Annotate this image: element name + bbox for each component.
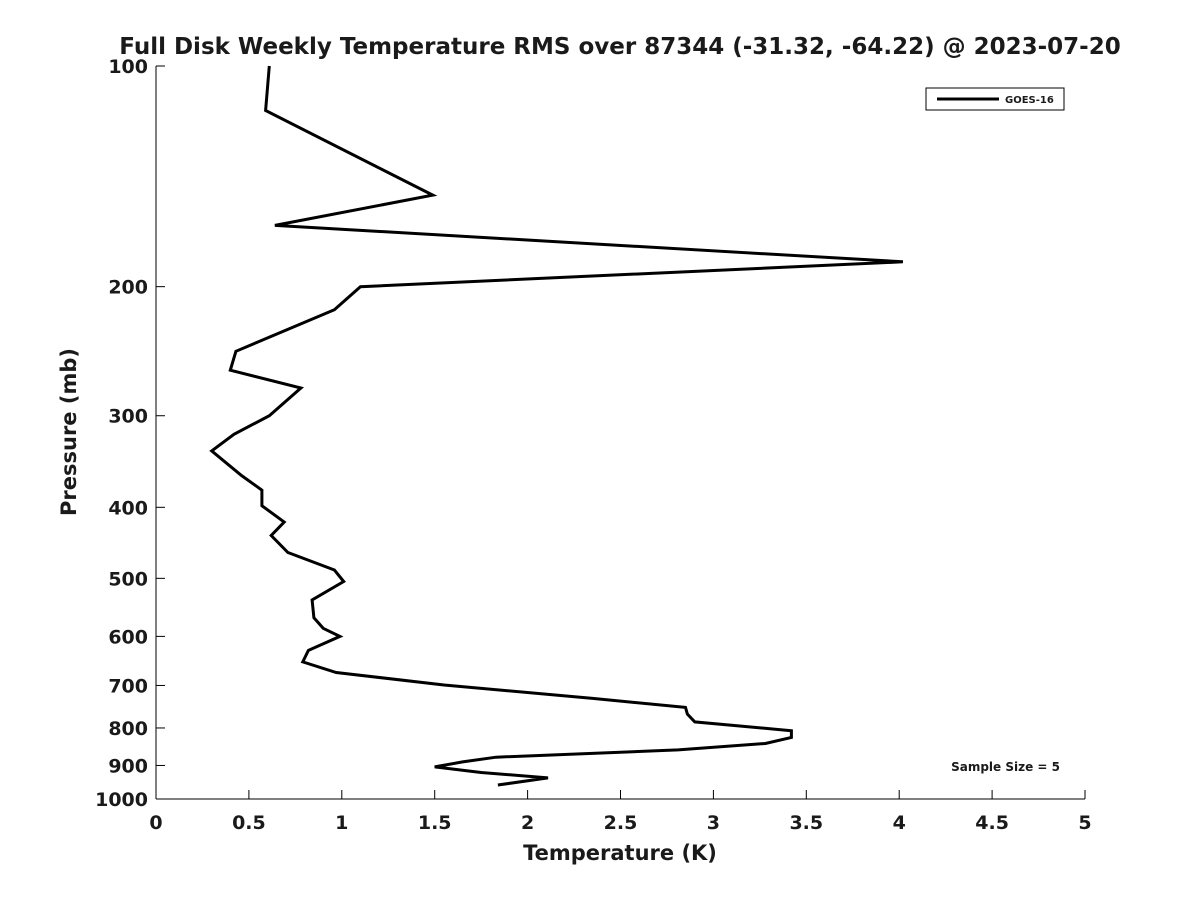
y-tick-label: 400 xyxy=(108,497,148,519)
y-tick-label: 600 xyxy=(108,626,148,648)
x-tick-label: 0 xyxy=(149,812,162,834)
y-tick-label: 800 xyxy=(108,718,148,740)
x-tick-label: 1 xyxy=(335,812,348,834)
x-tick-label: 0.5 xyxy=(232,812,266,834)
x-tick-label: 5 xyxy=(1078,812,1091,834)
x-tick-label: 3 xyxy=(707,812,720,834)
series-lines xyxy=(209,65,903,787)
x-tick-label: 3.5 xyxy=(789,812,823,834)
sample-size-annotation: Sample Size = 5 xyxy=(951,760,1060,774)
y-tick-label: 100 xyxy=(108,56,148,78)
y-tick-label: 200 xyxy=(108,277,148,299)
y-tick-label: 1000 xyxy=(95,789,148,811)
y-tick-label: 500 xyxy=(108,568,148,590)
x-tick-label: 4.5 xyxy=(975,812,1009,834)
y-tick-label: 900 xyxy=(108,755,148,777)
x-ticks: 0 0.5 1 1.5 2 2.5 3 3.5 4 4.5 5 xyxy=(149,790,1092,834)
x-tick-label: 1.5 xyxy=(418,812,452,834)
x-axis-label: Temperature (K) xyxy=(523,841,717,865)
x-tick-label: 4 xyxy=(893,812,906,834)
x-tick-label: 2 xyxy=(521,812,534,834)
y-ticks: 100 200 300 400 500 600 700 800 900 1000 xyxy=(95,56,165,811)
legend-label: GOES-16 xyxy=(1005,95,1054,106)
chart-title: Full Disk Weekly Temperature RMS over 87… xyxy=(119,34,1121,60)
x-tick-label: 2.5 xyxy=(604,812,638,834)
axes xyxy=(155,66,1085,800)
y-tick-label: 300 xyxy=(108,406,148,428)
legend: GOES-16 xyxy=(925,87,1065,111)
series-line-goes-16 xyxy=(209,65,903,787)
y-axis-label: Pressure (mb) xyxy=(57,348,81,516)
y-tick-label: 700 xyxy=(108,675,148,697)
